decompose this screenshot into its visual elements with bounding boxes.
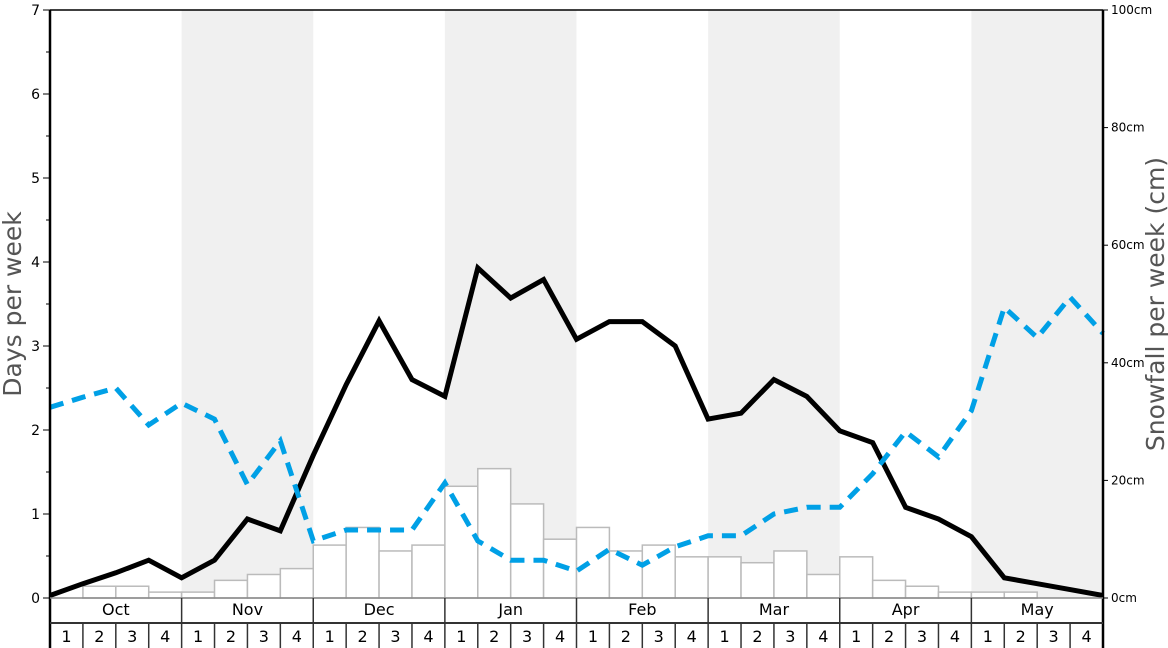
week-label: 2 xyxy=(489,627,499,646)
week-label: 1 xyxy=(983,627,993,646)
snowfall-bar xyxy=(378,550,413,599)
snowfall-bar xyxy=(871,579,907,599)
week-label: 3 xyxy=(390,627,400,646)
week-label: 4 xyxy=(555,627,565,646)
snowfall-bar xyxy=(312,544,347,599)
y-tick-label: 7 xyxy=(31,3,40,19)
week-label: 2 xyxy=(621,627,631,646)
y-axis-label: Days per week xyxy=(0,211,27,397)
black-line xyxy=(49,263,1104,598)
week-label: 1 xyxy=(193,627,203,646)
week-label: 3 xyxy=(917,627,927,646)
y2-axis-label: Snowfall per week (cm) xyxy=(1141,157,1168,451)
week-label: 2 xyxy=(94,627,104,646)
series-lines xyxy=(49,263,1105,598)
snowfall-bar xyxy=(345,526,380,599)
week-label: 1 xyxy=(588,627,598,646)
week-label: 1 xyxy=(719,627,729,646)
week-label: 1 xyxy=(325,627,335,646)
snowfall-bar xyxy=(180,591,216,599)
week-label: 2 xyxy=(752,627,762,646)
snowfall-bar xyxy=(509,503,545,599)
week-label: 1 xyxy=(456,627,466,646)
snowfall-bar xyxy=(213,579,249,599)
month-shade-may xyxy=(971,10,1103,598)
y-tick-label: 2 xyxy=(31,423,40,439)
week-label: 4 xyxy=(818,627,828,646)
week-label: 1 xyxy=(61,627,71,646)
snowfall-bar xyxy=(674,556,709,599)
week-label: 4 xyxy=(687,627,697,646)
week-label: 2 xyxy=(1016,627,1026,646)
axes: 0 1 2 3 4 5 6 7 0cm 20cm 40cm 60cm 80cm 100cm xyxy=(31,3,1152,648)
snowfall-bar xyxy=(641,544,676,599)
week-label: 3 xyxy=(127,627,137,646)
y-tick-label: 1 xyxy=(31,507,40,523)
y-tick-label: 0 xyxy=(31,591,40,607)
month-shade-nov xyxy=(181,10,314,598)
month-label-dec: Dec xyxy=(364,600,395,619)
month-shade-mar xyxy=(708,10,840,598)
snowfall-bar xyxy=(575,526,611,599)
snowfall-bar xyxy=(115,585,150,599)
week-label: 3 xyxy=(259,627,269,646)
y-tick-label: 5 xyxy=(31,171,40,187)
snowfall-bar xyxy=(246,573,282,599)
week-label: 1 xyxy=(851,627,861,646)
snowfall-bar xyxy=(279,567,314,599)
y-tick-label: 3 xyxy=(31,339,40,355)
month-label-oct: Oct xyxy=(102,600,130,619)
snowfall-bar xyxy=(147,591,183,599)
y2-tick-label: 0cm xyxy=(1111,591,1137,605)
snowfall-bar xyxy=(1003,591,1038,599)
week-label: 4 xyxy=(292,627,302,646)
snowfall-bar xyxy=(477,467,512,599)
month-label-mar: Mar xyxy=(759,600,790,619)
week-label: 3 xyxy=(1049,627,1059,646)
snowfall-bar xyxy=(904,585,940,599)
y2-tick-label: 60cm xyxy=(1111,238,1145,252)
month-label-may: May xyxy=(1021,600,1054,619)
snowfall-bar xyxy=(839,556,874,599)
y2-tick-label: 40cm xyxy=(1111,356,1145,370)
week-label: 3 xyxy=(522,627,532,646)
y-tick-label: 4 xyxy=(31,255,40,271)
month-label-feb: Feb xyxy=(628,600,656,619)
month-label-nov: Nov xyxy=(232,600,263,619)
snowfall-bar xyxy=(773,550,808,599)
month-label-jan: Jan xyxy=(497,600,523,619)
month-shading xyxy=(181,10,1103,598)
week-label: 3 xyxy=(654,627,664,646)
snowfall-bar xyxy=(82,585,117,599)
week-label: 4 xyxy=(1081,627,1091,646)
snowfall-bar xyxy=(444,485,479,599)
snowfall-bar xyxy=(937,591,973,599)
snowfall-bar xyxy=(707,556,742,599)
x-axis-categories: Oct 1 2 3 4 Nov 1 2 3 4 Dec 1 2 3 4 Jan 1 2 3 4 Feb 1 2 3 4 Mar 1 2… xyxy=(50,598,1103,648)
snowfall-bar xyxy=(970,591,1006,599)
y2-tick-label: 80cm xyxy=(1111,121,1145,135)
snowfall-bar xyxy=(411,544,446,599)
snowfall-bar xyxy=(542,538,578,599)
y-tick-label: 6 xyxy=(31,87,40,103)
week-label: 4 xyxy=(160,627,170,646)
week-label: 3 xyxy=(785,627,795,646)
y2-tick-label: 20cm xyxy=(1111,473,1145,487)
snowfall-bar xyxy=(740,561,775,599)
y2-tick-label: 100cm xyxy=(1111,3,1152,17)
month-label-apr: Apr xyxy=(892,600,920,619)
week-label: 2 xyxy=(884,627,894,646)
week-label: 2 xyxy=(226,627,236,646)
week-label: 4 xyxy=(950,627,960,646)
week-label: 4 xyxy=(423,627,433,646)
week-label: 2 xyxy=(358,627,368,646)
snowfall-bar xyxy=(806,573,841,599)
blue-dashed-line xyxy=(49,293,1105,574)
